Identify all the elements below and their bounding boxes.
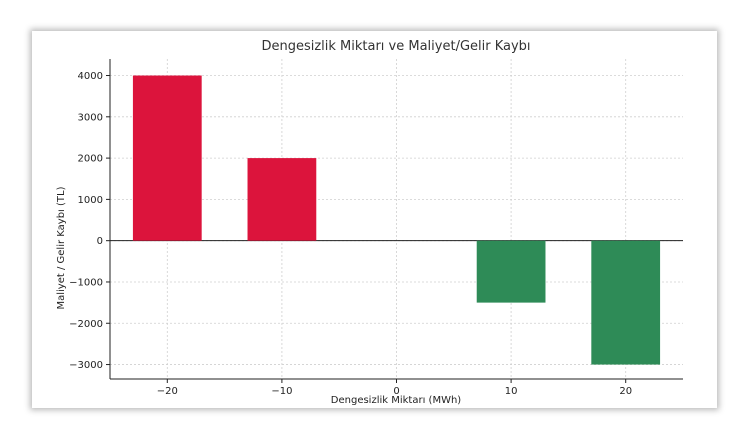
x-ticks: −20 −10 0 10 20 <box>157 379 632 397</box>
y-tick-label: 4000 <box>78 71 103 82</box>
x-tick-label: −10 <box>271 386 292 397</box>
x-tick-label: 10 <box>505 386 518 397</box>
bar <box>132 75 202 241</box>
y-tick-label: 0 <box>97 236 103 247</box>
y-tick-label: 3000 <box>78 112 103 123</box>
x-tick-label: −20 <box>157 386 178 397</box>
x-tick-label: 20 <box>619 386 632 397</box>
y-tick-label: −2000 <box>69 319 103 330</box>
chart-frame: Dengesizlik Miktarı ve Maliyet/Gelir Kay… <box>32 31 717 408</box>
y-ticks: −3000 −2000 −1000 0 1000 2000 3000 4000 <box>69 71 110 371</box>
bar <box>247 158 317 241</box>
y-tick-label: 1000 <box>78 195 103 206</box>
y-tick-label: 2000 <box>78 154 103 165</box>
chart-svg: Dengesizlik Miktarı ve Maliyet/Gelir Kay… <box>56 39 683 406</box>
y-tick-label: −1000 <box>69 277 103 288</box>
bars <box>132 75 661 365</box>
y-tick-label: −3000 <box>69 360 103 371</box>
x-tick-label: 0 <box>393 386 399 397</box>
y-axis-label: Maliyet / Gelir Kaybı (TL) <box>56 186 67 309</box>
x-axis-label: Dengesizlik Miktarı (MWh) <box>331 395 462 406</box>
bar <box>591 240 661 365</box>
chart-title: Dengesizlik Miktarı ve Maliyet/Gelir Kay… <box>261 39 530 54</box>
bar <box>476 240 546 303</box>
